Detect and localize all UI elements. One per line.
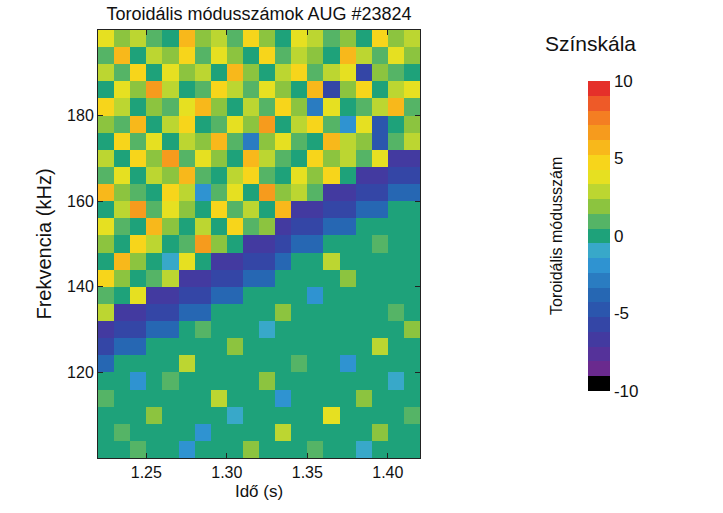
- svg-text:0: 0: [614, 227, 623, 246]
- svg-text:Idő (s): Idő (s): [235, 482, 283, 501]
- svg-text:120: 120: [67, 364, 94, 381]
- svg-text:160: 160: [67, 193, 94, 210]
- svg-text:5: 5: [614, 149, 623, 168]
- svg-text:-10: -10: [614, 382, 639, 401]
- svg-text:180: 180: [67, 107, 94, 124]
- svg-text:Frekvencia (kHz): Frekvencia (kHz): [33, 168, 55, 319]
- svg-text:Toroidális módusszámok AUG #23: Toroidális módusszámok AUG #23824: [106, 4, 411, 24]
- svg-text:Toroidális módusszám: Toroidális módusszám: [548, 157, 565, 315]
- svg-text:10: 10: [614, 72, 633, 91]
- svg-text:1.40: 1.40: [372, 464, 403, 481]
- svg-text:Színskála: Színskála: [545, 32, 636, 55]
- svg-text:1.30: 1.30: [211, 464, 242, 481]
- svg-text:-5: -5: [614, 304, 629, 323]
- svg-text:1.35: 1.35: [292, 464, 323, 481]
- svg-text:1.25: 1.25: [131, 464, 162, 481]
- svg-text:140: 140: [67, 278, 94, 295]
